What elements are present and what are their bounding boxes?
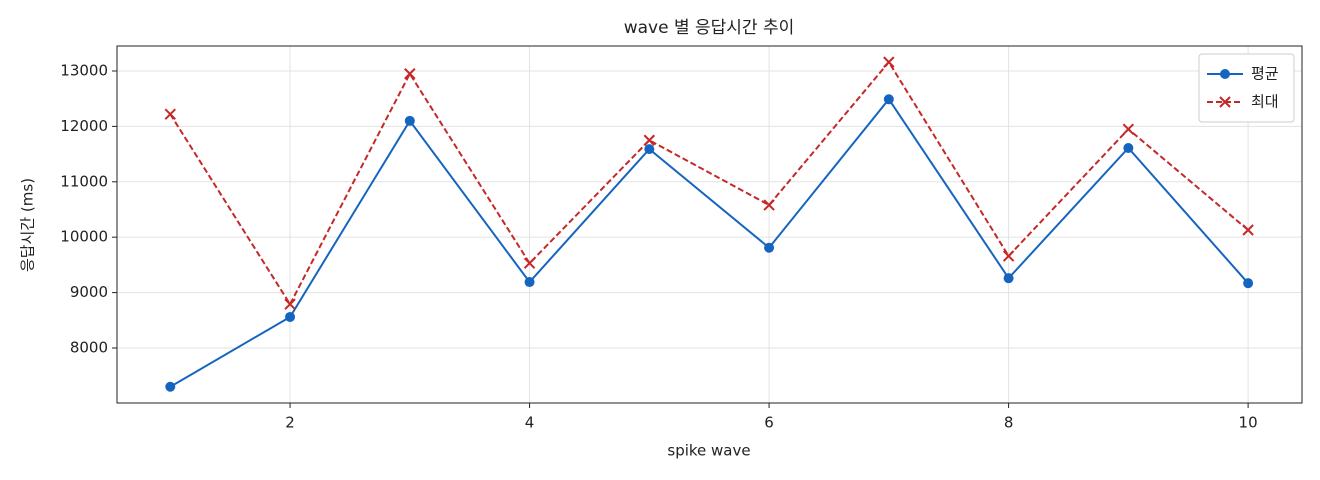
- data-point: [643, 134, 656, 146]
- y-tick-label: 12000: [60, 117, 108, 135]
- data-point: [1243, 278, 1254, 289]
- data-point: [1123, 142, 1134, 153]
- series-line: [169, 60, 1249, 307]
- x-tick-label: 10: [1239, 414, 1258, 432]
- data-point: [164, 108, 176, 120]
- data-point: [883, 56, 895, 68]
- data-point: [1242, 224, 1254, 236]
- data-point: [285, 311, 296, 322]
- data-point: [284, 298, 296, 310]
- legend-marker: [1220, 69, 1230, 79]
- data-point: [763, 199, 775, 211]
- data-point: [404, 115, 415, 126]
- data-point: [883, 94, 894, 105]
- data-point: [1003, 273, 1014, 284]
- legend-box: [1198, 53, 1295, 123]
- legend-label: 평균: [1251, 65, 1279, 83]
- y-tick-label: 13000: [60, 61, 108, 79]
- data-point: [764, 242, 775, 253]
- x-tick-label: 2: [285, 414, 295, 432]
- data-point: [1002, 250, 1015, 262]
- x-tick-label: 4: [525, 414, 535, 432]
- data-point: [404, 68, 416, 80]
- x-tick-label: 8: [1004, 414, 1014, 432]
- data-point: [524, 277, 535, 288]
- plot-frame: [116, 45, 1303, 404]
- y-tick-label: 9000: [70, 283, 108, 301]
- chart-title: wave 별 응답시간 추이: [624, 18, 795, 38]
- x-tick-label: 6: [764, 414, 774, 432]
- data-point: [523, 257, 536, 269]
- y-tick-label: 8000: [70, 338, 108, 356]
- x-axis-label: spike wave: [667, 442, 750, 460]
- data-point: [1122, 123, 1135, 135]
- y-tick-label: 10000: [60, 228, 108, 246]
- legend-marker: [1219, 96, 1231, 108]
- legend-label: 최대: [1251, 93, 1279, 111]
- data-point: [644, 144, 655, 155]
- y-axis-label: 응답시간 (ms): [19, 178, 37, 272]
- y-tick-label: 11000: [60, 172, 108, 190]
- series-line: [169, 97, 1249, 388]
- data-point: [165, 381, 176, 392]
